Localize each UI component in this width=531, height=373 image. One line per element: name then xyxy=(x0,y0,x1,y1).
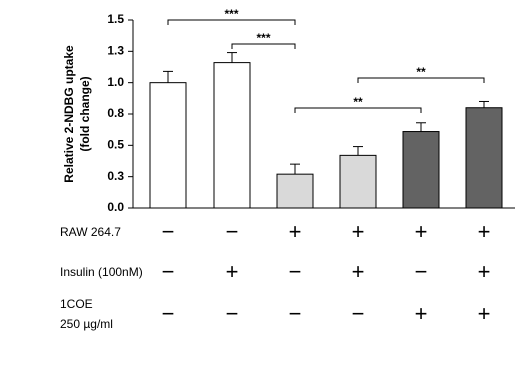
condition-sign: + xyxy=(289,219,302,244)
condition-sign: + xyxy=(478,219,491,244)
bar xyxy=(339,154,377,209)
row-label: RAW 264.7 xyxy=(60,225,121,239)
condition-sign: − xyxy=(289,259,302,284)
bar xyxy=(213,62,251,209)
significance-label: ** xyxy=(353,95,363,109)
condition-sign: − xyxy=(226,301,239,326)
row-label: Insulin (100nM) xyxy=(60,265,143,279)
significance-label: ** xyxy=(416,65,426,79)
row-label: 1COE xyxy=(60,297,93,311)
condition-sign: + xyxy=(415,301,428,326)
bar xyxy=(149,82,187,209)
y-tick-label: 0.3 xyxy=(107,169,124,183)
y-label-line: Relative 2-NDBG uptake xyxy=(62,45,76,183)
condition-sign: + xyxy=(352,219,365,244)
condition-sign: − xyxy=(226,219,239,244)
condition-sign: − xyxy=(162,301,175,326)
condition-sign: − xyxy=(162,219,175,244)
y-label-line: (fold change) xyxy=(78,76,92,151)
condition-sign: + xyxy=(478,259,491,284)
significance-bracket xyxy=(231,43,296,49)
significance-label: *** xyxy=(224,7,238,21)
condition-sign: + xyxy=(478,301,491,326)
condition-sign: + xyxy=(226,259,239,284)
condition-sign: + xyxy=(415,219,428,244)
bar xyxy=(276,173,314,209)
row-label: 250 µg/ml xyxy=(60,317,113,331)
condition-sign: − xyxy=(352,301,365,326)
condition-sign: + xyxy=(352,259,365,284)
y-axis-label: Relative 2-NDBG uptake (fold change) xyxy=(62,45,92,183)
significance-label: *** xyxy=(256,31,270,45)
y-tick-label: 0.5 xyxy=(107,138,124,152)
y-tick-label: 1.5 xyxy=(107,12,124,26)
condition-sign: − xyxy=(162,259,175,284)
bar xyxy=(402,131,440,209)
y-tick-label: 1.0 xyxy=(107,75,124,89)
significance-bracket xyxy=(167,19,296,25)
significance-bracket xyxy=(357,77,485,83)
significance-bracket xyxy=(294,107,422,113)
bar xyxy=(465,107,503,209)
y-tick-label: 0.0 xyxy=(107,200,124,214)
y-tick-label: 0.8 xyxy=(107,106,124,120)
condition-sign: − xyxy=(289,301,302,326)
condition-sign: − xyxy=(415,259,428,284)
y-tick-label: 1.3 xyxy=(107,44,124,58)
